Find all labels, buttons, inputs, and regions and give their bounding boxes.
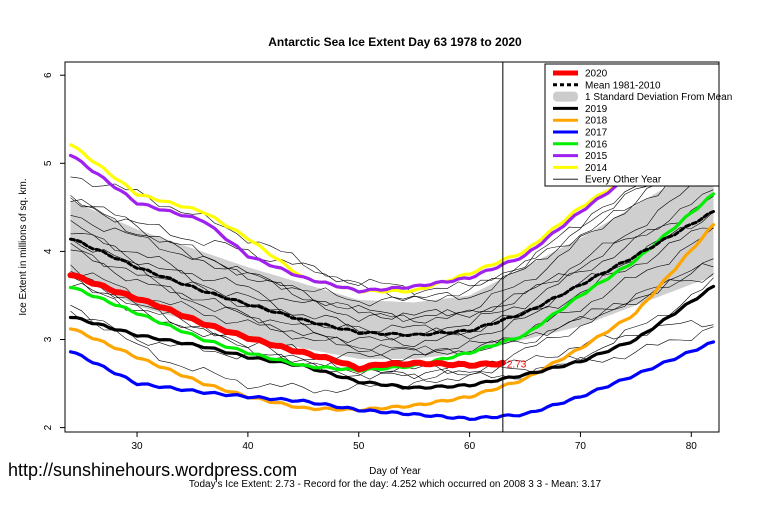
every-other-year-line [70, 227, 714, 348]
legend-entry: 1 Standard Deviation From Mean [585, 92, 732, 103]
series-line-2018 [68, 223, 716, 413]
chart-title: Antarctic Sea Ice Extent Day 63 1978 to … [268, 35, 522, 49]
current-value-label: 2.73 [507, 359, 527, 370]
every-other-year-line [70, 109, 714, 302]
x-tick-label: 50 [353, 441, 365, 452]
legend-swatch [553, 91, 578, 102]
legend-entry: 2016 [585, 139, 608, 150]
plot-frame [64, 61, 720, 433]
every-other-year-line [70, 227, 714, 356]
series-line-2014 [68, 121, 716, 294]
plot-area: 2.73 30 40 50 60 70 80 2 3 4 5 6 [43, 61, 720, 452]
x-tick-label: 70 [575, 441, 587, 452]
x-tick-label: 60 [464, 441, 476, 452]
every-other-year-line [70, 189, 714, 324]
every-other-year-line [70, 146, 714, 320]
series-line-mean-1981-2010 [69, 210, 715, 337]
every-other-year-line [70, 310, 714, 375]
legend-entry: 2018 [585, 116, 608, 127]
watermark-url: http://sunshinehours.wordpress.com [8, 460, 297, 480]
std-dev-band [70, 158, 714, 359]
series-line-2015 [68, 104, 716, 294]
y-tick-label: 3 [43, 336, 54, 342]
legend-entry: 2014 [585, 163, 608, 174]
footer-summary: Today's Ice Extent: 2.73 - Record for th… [189, 479, 602, 490]
every-other-year-line [70, 175, 714, 322]
x-axis-label: Day of Year [369, 466, 421, 477]
plot-content [67, 104, 716, 421]
x-tick-label: 30 [131, 441, 143, 452]
y-tick-label: 5 [43, 160, 54, 166]
every-other-year-line [70, 258, 714, 356]
series-line-2019 [68, 284, 716, 390]
y-tick-label: 6 [43, 72, 54, 78]
legend-entry: 2017 [585, 128, 608, 139]
y-tick-label: 4 [43, 248, 54, 254]
series-line-2020 [67, 272, 506, 373]
legend-entry: Every Other Year [585, 175, 662, 186]
x-tick-label: 80 [686, 441, 698, 452]
legend-entry: 2020 [585, 69, 608, 80]
every-other-year-line [70, 152, 714, 295]
legend-entry: 2019 [585, 104, 608, 115]
y-tick-label: 2 [43, 424, 54, 430]
x-tick-label: 40 [242, 441, 254, 452]
y-axis-label: Ice Extent in millions of sq. km. [18, 178, 29, 315]
legend-entry: Mean 1981-2010 [585, 80, 661, 91]
series-line-2016 [68, 192, 716, 373]
series-line-2017 [68, 340, 716, 421]
legend-entry: 2015 [585, 151, 608, 162]
